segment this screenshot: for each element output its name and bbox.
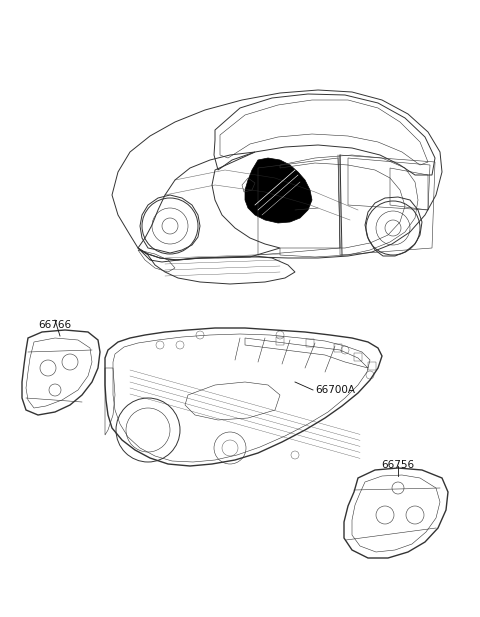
Text: 66700A: 66700A bbox=[315, 385, 355, 395]
Text: 66756: 66756 bbox=[382, 460, 415, 470]
Text: 66766: 66766 bbox=[38, 320, 72, 330]
Polygon shape bbox=[245, 158, 312, 223]
